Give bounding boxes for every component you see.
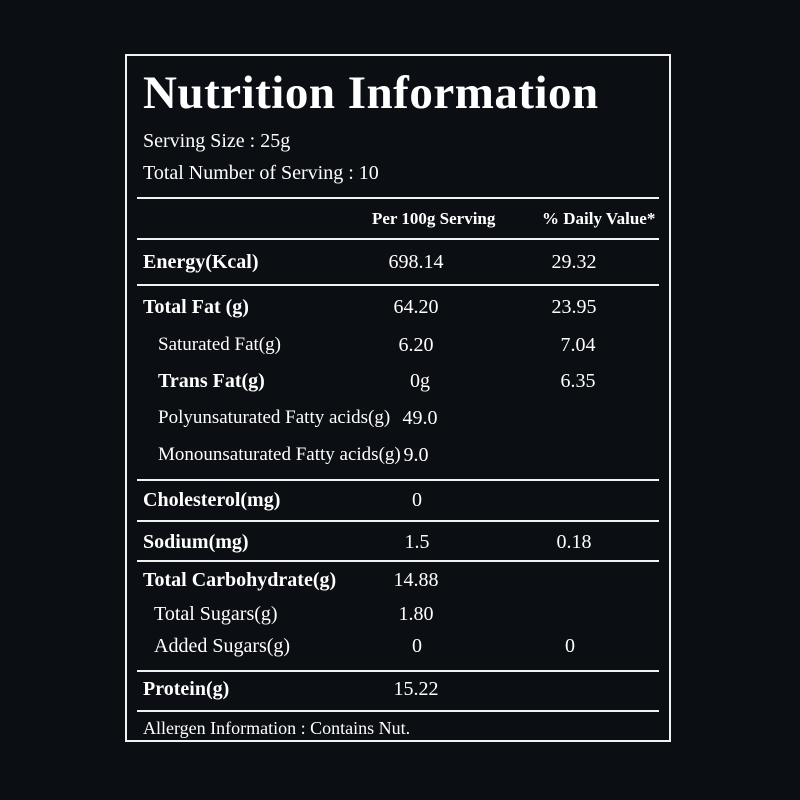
nutrient-label: Total Carbohydrate(g) [143, 569, 337, 591]
nutrient-value: 14.88 [393, 569, 439, 591]
nutrient-value: 698.14 [388, 251, 444, 273]
allergen-info: Allergen Information : Contains Nut. [143, 718, 411, 738]
nutrient-label: Energy(Kcal) [143, 251, 259, 273]
nutrient-value: 0 [412, 489, 422, 511]
divider [137, 520, 659, 522]
header-per-100g: Per 100g Serving [372, 209, 496, 228]
nutrient-row-cholesterol: Cholesterol(mg) 0 [127, 489, 669, 519]
nutrient-row-added-sugars: Added Sugars(g) 0 0 [127, 635, 669, 665]
nutrient-row-total-fat: Total Fat (g) 64.20 23.95 [127, 296, 669, 326]
nutrient-label: Cholesterol(mg) [143, 489, 281, 511]
nutrient-row-polyunsaturated: Polyunsaturated Fatty acids(g) 49.0 [127, 407, 669, 437]
nutrient-value: 64.20 [393, 296, 439, 318]
nutrition-panel: Nutrition Information Serving Size : 25g… [125, 54, 671, 742]
nutrient-row-trans-fat: Trans Fat(g) 0g 6.35 [127, 370, 669, 400]
nutrient-row-carbohydrate: Total Carbohydrate(g) 14.88 [127, 569, 669, 599]
divider [137, 197, 659, 199]
header-daily-value: % Daily Value* [542, 209, 656, 228]
nutrient-label: Added Sugars(g) [154, 635, 291, 657]
divider [137, 560, 659, 562]
nutrient-label: Polyunsaturated Fatty acids(g) [158, 407, 391, 428]
nutrient-label: Protein(g) [143, 678, 230, 700]
nutrient-value: 1.5 [404, 531, 430, 553]
nutrient-label: Saturated Fat(g) [158, 334, 281, 355]
nutrient-label: Trans Fat(g) [158, 370, 265, 392]
divider [137, 479, 659, 481]
nutrient-value: 1.80 [398, 603, 434, 625]
nutrient-value: 6.20 [398, 334, 434, 356]
nutrient-row-total-sugars: Total Sugars(g) 1.80 [127, 603, 669, 633]
nutrient-value: 0 [412, 635, 422, 657]
divider [137, 238, 659, 240]
nutrient-value: 15.22 [393, 678, 439, 700]
nutrient-label: Monounsaturated Fatty acids(g) [158, 444, 401, 465]
nutrient-dv: 0 [565, 635, 575, 657]
nutrient-value: 0g [410, 370, 430, 392]
divider [137, 284, 659, 286]
nutrient-dv: 0.18 [556, 531, 592, 553]
nutrient-value: 9.0 [403, 444, 429, 466]
nutrient-label: Sodium(mg) [143, 531, 249, 553]
nutrient-dv: 29.32 [551, 251, 597, 273]
divider [137, 670, 659, 672]
nutrient-row-energy: Energy(Kcal) 698.14 29.32 [127, 251, 669, 281]
nutrient-dv: 6.35 [560, 370, 596, 392]
panel-title: Nutrition Information [143, 67, 599, 119]
nutrient-value: 49.0 [402, 407, 438, 429]
divider [137, 710, 659, 712]
nutrient-label: Total Fat (g) [143, 296, 249, 318]
nutrient-label: Total Sugars(g) [154, 603, 278, 625]
nutrient-dv: 23.95 [551, 296, 597, 318]
serving-size: Serving Size : 25g [143, 130, 291, 152]
servings-total: Total Number of Serving : 10 [143, 162, 379, 184]
nutrient-row-sodium: Sodium(mg) 1.5 0.18 [127, 531, 669, 561]
nutrient-row-protein: Protein(g) 15.22 [127, 678, 669, 708]
nutrient-row-saturated-fat: Saturated Fat(g) 6.20 7.04 [127, 334, 669, 364]
nutrient-row-monounsaturated: Monounsaturated Fatty acids(g) 9.0 [127, 444, 669, 474]
nutrient-dv: 7.04 [560, 334, 596, 356]
